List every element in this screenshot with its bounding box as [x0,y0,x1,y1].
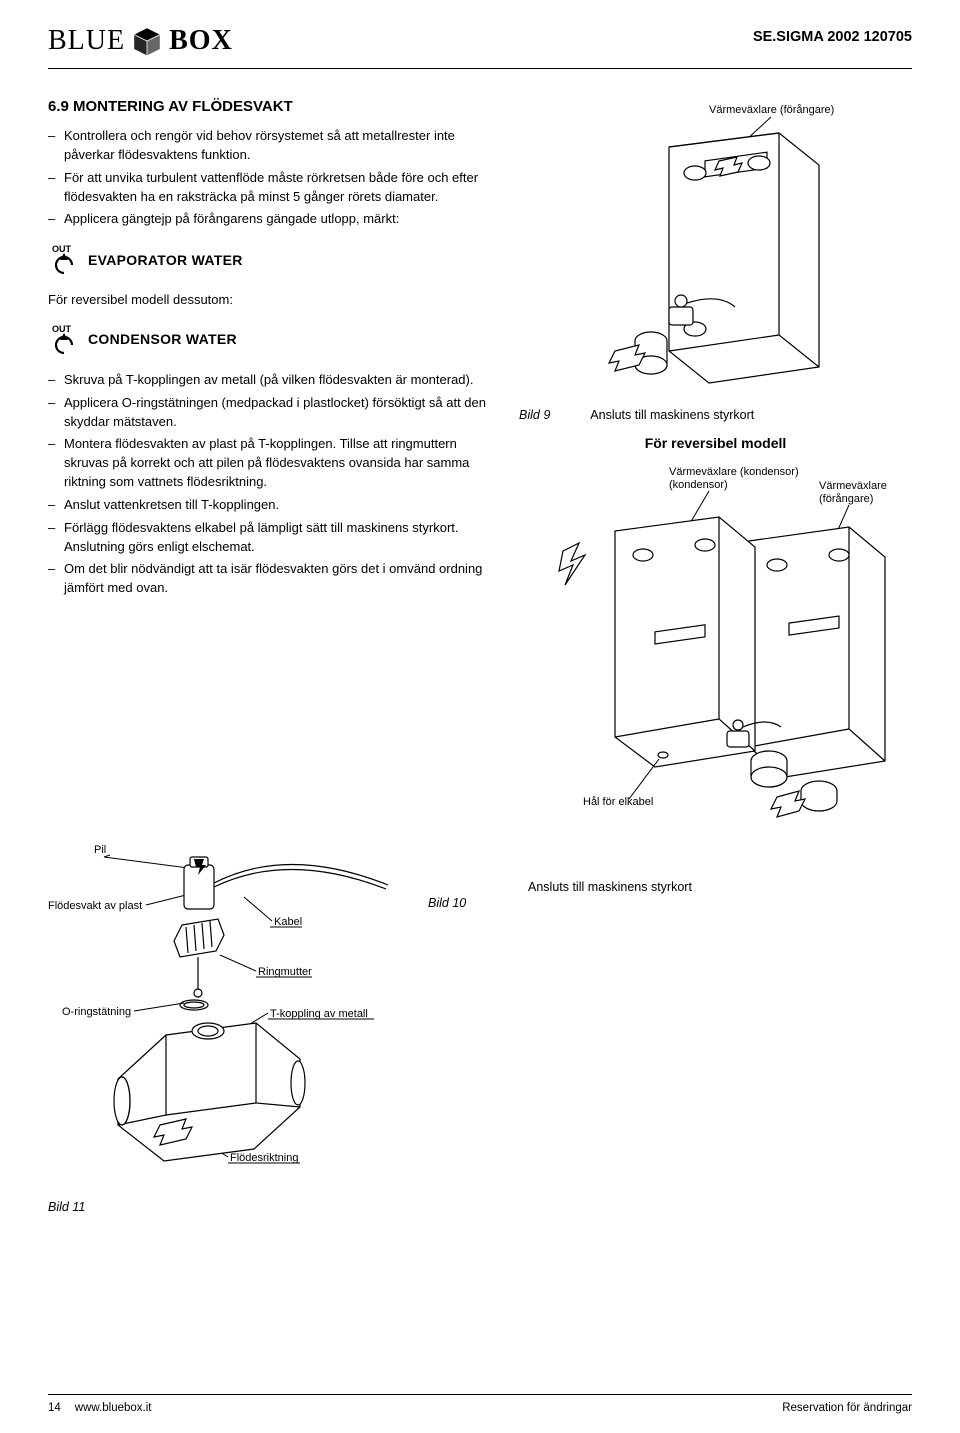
list-a: Kontrollera och rengör vid behov rörsyst… [48,127,493,229]
condensor-label-row: OUT CONDENSOR WATER [50,323,493,357]
fig8-callout: Värmeväxlare (förångare) [709,104,834,116]
fig9-title: För reversibel modell [519,434,912,453]
page-footer: 14 www.bluebox.it Reservation för ändrin… [48,1394,912,1417]
svg-text:Hål för elkabel: Hål för elkabel [583,796,653,808]
fig9-caption: Bild 9 [519,407,550,424]
list-item: För att unvika turbulent vattenflöde mås… [48,169,493,207]
svg-text:Värmeväxlare: Värmeväxlare [819,480,887,492]
out-arrow-icon: OUT [50,323,78,357]
evaporator-label-row: OUT EVAPORATOR WATER [50,243,493,277]
list-item: Applicera O-ringstätningen (medpackad i … [48,394,493,432]
out-arrow-icon: OUT [50,243,78,277]
svg-text:Flödesvakt av plast: Flödesvakt av plast [48,900,142,912]
list-item: Montera flödesvakten av plast på T-koppl… [48,435,493,492]
fig9-subtitle: Ansluts till maskinens styrkort [590,407,754,424]
svg-text:Bild 11: Bild 11 [48,1200,85,1214]
logo-text-blue: BLUE [48,22,125,60]
list-item: Anslut vattenkretsen till T-kopplingen. [48,496,493,515]
list-item: Skruva på T-kopplingen av metall (på vil… [48,371,493,390]
svg-text:Pil: Pil [94,844,106,856]
logo-text-box: BOX [169,22,233,60]
page-header: BLUE BOX SE.SIGMA 2002 120705 [48,22,912,69]
text-column: 6.9 MONTERING AV FLÖDESVAKT Kontrollera … [48,97,493,821]
cube-icon [131,25,163,57]
svg-text:(kondensor): (kondensor) [669,479,728,491]
list-item: Om det blir nödvändigt att ta isär flöde… [48,560,493,598]
logo: BLUE BOX [48,22,233,60]
svg-text:OUT: OUT [52,244,72,254]
list-b: Skruva på T-kopplingen av metall (på vil… [48,371,493,598]
footer-reservation: Reservation för ändringar [782,1401,912,1417]
reversible-note: För reversibel modell dessutom: [48,291,493,309]
figure-column: Värmeväxlare (förångare) [519,97,912,821]
svg-text:Ringmutter: Ringmutter [258,966,312,978]
svg-text:Flödesriktning: Flödesriktning [230,1152,298,1164]
svg-text:Värmeväxlare (kondensor): Värmeväxlare (kondensor) [669,466,799,478]
bottom-diagram-area: Bild 10 Ansluts till maskinens styrkort … [48,839,912,1219]
svg-text:T-koppling av metall: T-koppling av metall [270,1008,368,1020]
page-number: 14 [48,1401,61,1417]
svg-text:(förångare): (förångare) [819,493,873,505]
figure-10-11-flow-switch: Bild 10 Ansluts till maskinens styrkort … [48,839,912,1219]
figure-9-reversible: Värmeväxlare (kondensor) (kondensor) Vär… [519,461,909,821]
list-item: Applicera gängtejp på förångarens gängad… [48,210,493,229]
svg-text:Bild 10: Bild 10 [428,896,466,910]
list-item: Kontrollera och rengör vid behov rörsyst… [48,127,493,165]
svg-text:OUT: OUT [52,324,72,334]
evaporator-water-label: EVAPORATOR WATER [88,251,243,270]
footer-url: www.bluebox.it [75,1401,152,1417]
list-item: Förlägg flödesvaktens elkabel på lämplig… [48,519,493,557]
condensor-water-label: CONDENSOR WATER [88,330,237,349]
document-code: SE.SIGMA 2002 120705 [753,22,912,48]
svg-text:Kabel: Kabel [274,916,302,928]
svg-text:Ansluts till maskinens styrkor: Ansluts till maskinens styrkort [528,880,692,894]
svg-text:O-ringstätning: O-ringstätning [62,1006,131,1018]
figure-8-heat-exchanger: Värmeväxlare (förångare) [519,97,879,407]
section-title: 6.9 MONTERING AV FLÖDESVAKT [48,97,493,117]
